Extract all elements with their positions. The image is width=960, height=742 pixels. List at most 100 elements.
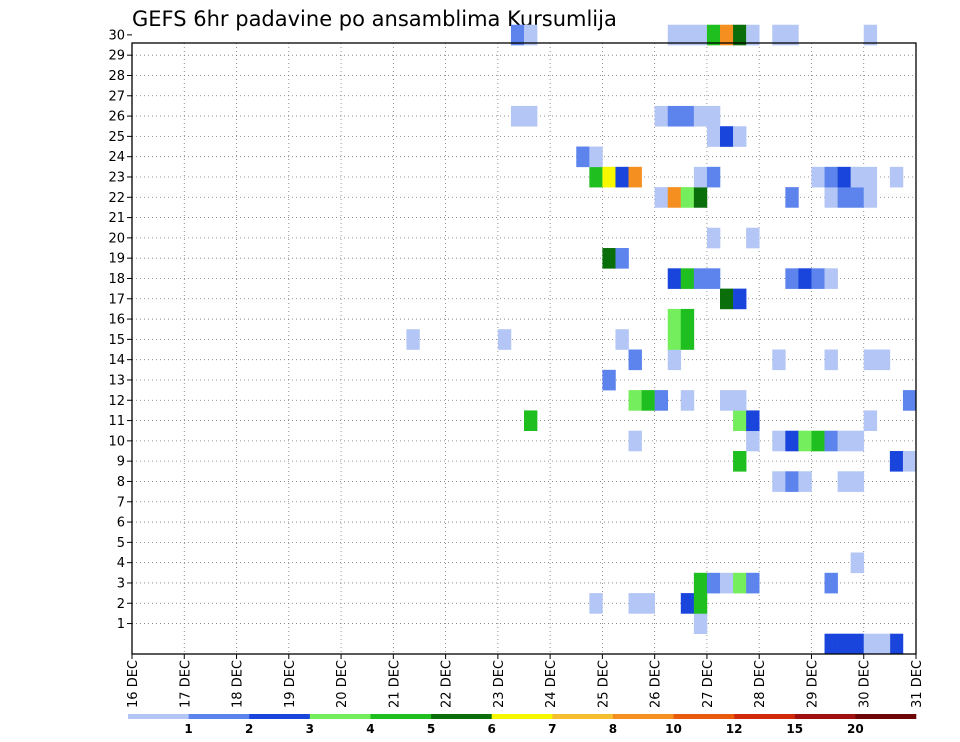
heatmap-cell (850, 471, 865, 492)
heatmap-cell (497, 329, 512, 350)
legend-label: 5 (427, 722, 435, 736)
heatmap-cell (693, 166, 708, 188)
heatmap-cell (693, 187, 708, 208)
y-tick-label: 29 (108, 49, 125, 64)
legend-swatch (794, 714, 856, 719)
legend: 1 2 3 4 5 6 7 8 10 12 15 20 (128, 714, 917, 736)
y-tick-label: 30 (108, 28, 125, 43)
y-tick-label: 4 (117, 556, 125, 571)
heatmap-cell (693, 24, 708, 46)
heatmap-cell (667, 187, 682, 208)
heatmap-cell (876, 349, 891, 371)
x-axis-ticks: 16 DEC 17 DEC 18 DEC 19 DEC 20 DEC 21 DEC 22 D… (126, 654, 925, 708)
x-tick-label: 19 DEC (283, 660, 298, 708)
heatmap-cell (837, 633, 851, 655)
y-tick-label: 16 (108, 313, 125, 328)
heatmap-cell (602, 369, 616, 391)
chart-title: GEFS 6hr padavine po ansamblima Kursumli… (132, 7, 617, 31)
heatmap-cell (654, 390, 669, 411)
heatmap-cell (641, 593, 655, 614)
legend-label: 7 (548, 722, 556, 736)
y-tick-label: 17 (108, 292, 125, 307)
legend-swatch (309, 714, 371, 719)
heatmap-cell (667, 24, 682, 46)
heatmap-cell (680, 329, 695, 350)
y-tick-label: 12 (108, 394, 125, 409)
heatmap-cell (824, 268, 838, 289)
heatmap-cell (811, 430, 825, 452)
heatmap-cell (863, 24, 878, 46)
heatmap-cell (733, 390, 747, 411)
x-tick-label: 23 DEC (492, 660, 507, 708)
heatmap-cell (693, 105, 708, 127)
heatmap-cell (902, 390, 917, 411)
heatmap-cell (706, 572, 721, 594)
heatmap-cell (406, 329, 420, 350)
y-tick-label: 11 (108, 414, 125, 429)
heatmap-cell (811, 166, 825, 188)
heatmap-cell (706, 166, 721, 188)
legend-swatch (855, 714, 917, 719)
x-tick-label: 24 DEC (544, 660, 559, 708)
legend-swatch (431, 714, 492, 719)
heatmap-cell (706, 227, 721, 249)
heatmap-cell (824, 633, 838, 655)
heatmap-cell (772, 24, 786, 46)
grid-lines (132, 43, 916, 654)
heatmap-cell (850, 633, 865, 655)
y-tick-label: 7 (117, 495, 125, 510)
heatmap-cell (654, 187, 669, 208)
heatmap-cell (785, 430, 799, 452)
heatmap-cell (824, 187, 838, 208)
heatmap-cell (837, 187, 851, 208)
heatmap-cell (628, 166, 642, 188)
heatmap-cell (785, 187, 799, 208)
heatmap-cell (746, 227, 760, 249)
heatmap-cell (680, 24, 695, 46)
heatmap-cell (772, 430, 786, 452)
x-tick-label: 21 DEC (387, 660, 402, 708)
legend-label: 4 (366, 722, 374, 736)
heatmap-cell (615, 166, 629, 188)
heatmap-cell (746, 430, 760, 452)
y-tick-label: 22 (108, 191, 125, 206)
legend-swatch (128, 714, 189, 719)
heatmap-cell (510, 105, 525, 127)
heatmap-cell (680, 187, 695, 208)
y-tick-label: 5 (117, 536, 125, 551)
legend-swatch (370, 714, 432, 719)
heatmap-cell (524, 24, 538, 46)
x-tick-label: 30 DEC (858, 660, 873, 708)
y-tick-label: 28 (108, 69, 125, 84)
y-tick-label: 19 (108, 252, 125, 267)
heatmap-cell (720, 288, 734, 310)
heatmap-cell (693, 613, 708, 635)
heatmap-cell (772, 471, 786, 492)
heatmap-cell (693, 268, 708, 289)
heatmap-cell (680, 593, 695, 614)
heatmap-cell (720, 572, 734, 594)
x-tick-label: 26 DEC (649, 660, 664, 708)
heatmap-cell (746, 410, 760, 432)
heatmap-cell (798, 268, 812, 289)
heatmap-cell (706, 126, 721, 147)
heatmap-cell (733, 126, 747, 147)
heatmap-cell (785, 24, 799, 46)
y-tick-label: 27 (108, 89, 125, 104)
y-tick-label: 21 (108, 211, 125, 226)
heatmap-cell (693, 572, 708, 594)
heatmap-cell (733, 572, 747, 594)
y-tick-label: 26 (108, 110, 125, 125)
heatmap-cell (785, 268, 799, 289)
legend-label: 12 (726, 722, 743, 736)
y-tick-label: 6 (117, 516, 125, 531)
y-tick-label: 13 (108, 373, 125, 388)
heatmap-cell (850, 430, 865, 452)
y-tick-label: 8 (117, 475, 125, 490)
heatmap-cell (680, 390, 695, 411)
heatmap-cell (889, 633, 904, 655)
heatmap-cell (746, 24, 760, 46)
heatmap-cell (720, 24, 734, 46)
y-tick-label: 15 (108, 333, 125, 348)
